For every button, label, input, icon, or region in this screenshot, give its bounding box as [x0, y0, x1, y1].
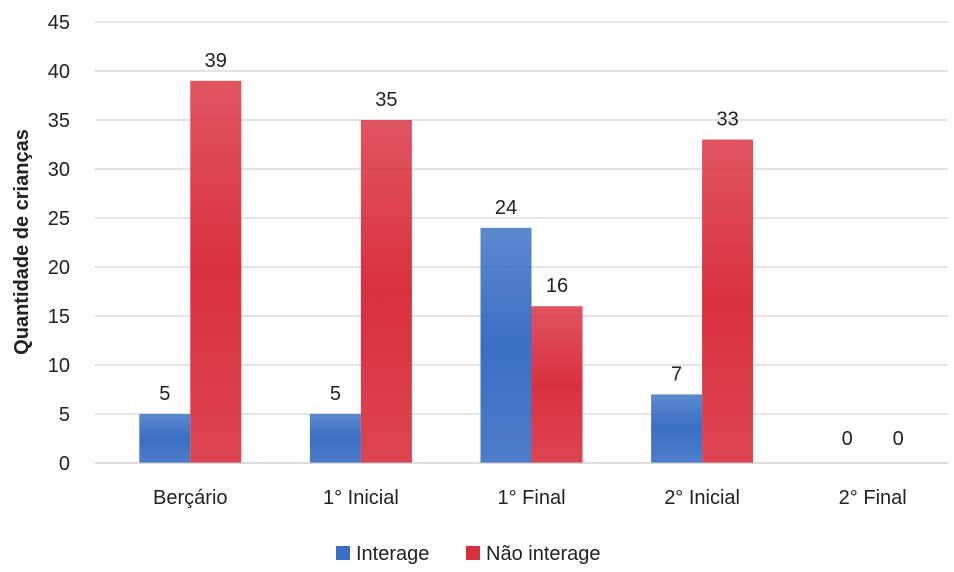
y-tick-label: 30 — [48, 159, 70, 181]
y-tick-label: 25 — [48, 208, 70, 230]
data-label: 35 — [375, 89, 397, 111]
bar-nao-interage — [702, 139, 754, 463]
bar-interage — [139, 414, 191, 463]
data-label: 16 — [546, 275, 568, 297]
y-tick-label: 45 — [48, 12, 70, 34]
bar-nao-interage — [531, 306, 583, 463]
legend-label: Não interage — [486, 543, 601, 565]
y-tick-label: 5 — [59, 404, 70, 426]
data-label: 5 — [159, 383, 170, 405]
bars — [139, 80, 754, 464]
y-tick-label: 35 — [48, 110, 70, 132]
data-label: 7 — [671, 363, 682, 385]
y-tick-label: 10 — [48, 355, 70, 377]
category-label: 1° Inicial — [323, 487, 399, 509]
bar-nao-interage — [190, 80, 242, 464]
category-labels: Berçário 1° Inicial 1° Final 2° Inicial 2° F… — [153, 487, 907, 509]
bar-interage — [480, 227, 532, 463]
data-labels: 5 39 5 35 24 16 7 33 0 0 — [159, 50, 904, 450]
category-label: 2° Inicial — [664, 487, 740, 509]
data-label: 0 — [893, 428, 904, 450]
data-label: 33 — [716, 109, 738, 131]
legend-swatch — [336, 546, 350, 560]
y-tick-label: 15 — [48, 306, 70, 328]
data-label: 24 — [495, 197, 517, 219]
category-label: 1° Final — [497, 487, 565, 509]
data-label: 39 — [205, 50, 227, 72]
category-label: 2° Final — [839, 487, 907, 509]
y-axis-title: Quantidade de crianças — [11, 129, 33, 355]
data-label: 5 — [330, 383, 341, 405]
category-label: Berçário — [153, 487, 227, 509]
y-tick-label: 40 — [48, 61, 70, 83]
data-label: 0 — [842, 428, 853, 450]
bar-interage — [309, 414, 361, 463]
legend: Interage Não interage — [336, 543, 601, 565]
legend-swatch — [466, 546, 480, 560]
legend-label: Interage — [356, 543, 429, 565]
bar-nao-interage — [360, 120, 412, 463]
y-tick-label: 0 — [59, 453, 70, 475]
bar-interage — [651, 394, 703, 463]
y-tick-label: 20 — [48, 257, 70, 279]
y-axis-ticks: 0 5 10 15 20 25 30 35 40 45 — [48, 12, 70, 475]
